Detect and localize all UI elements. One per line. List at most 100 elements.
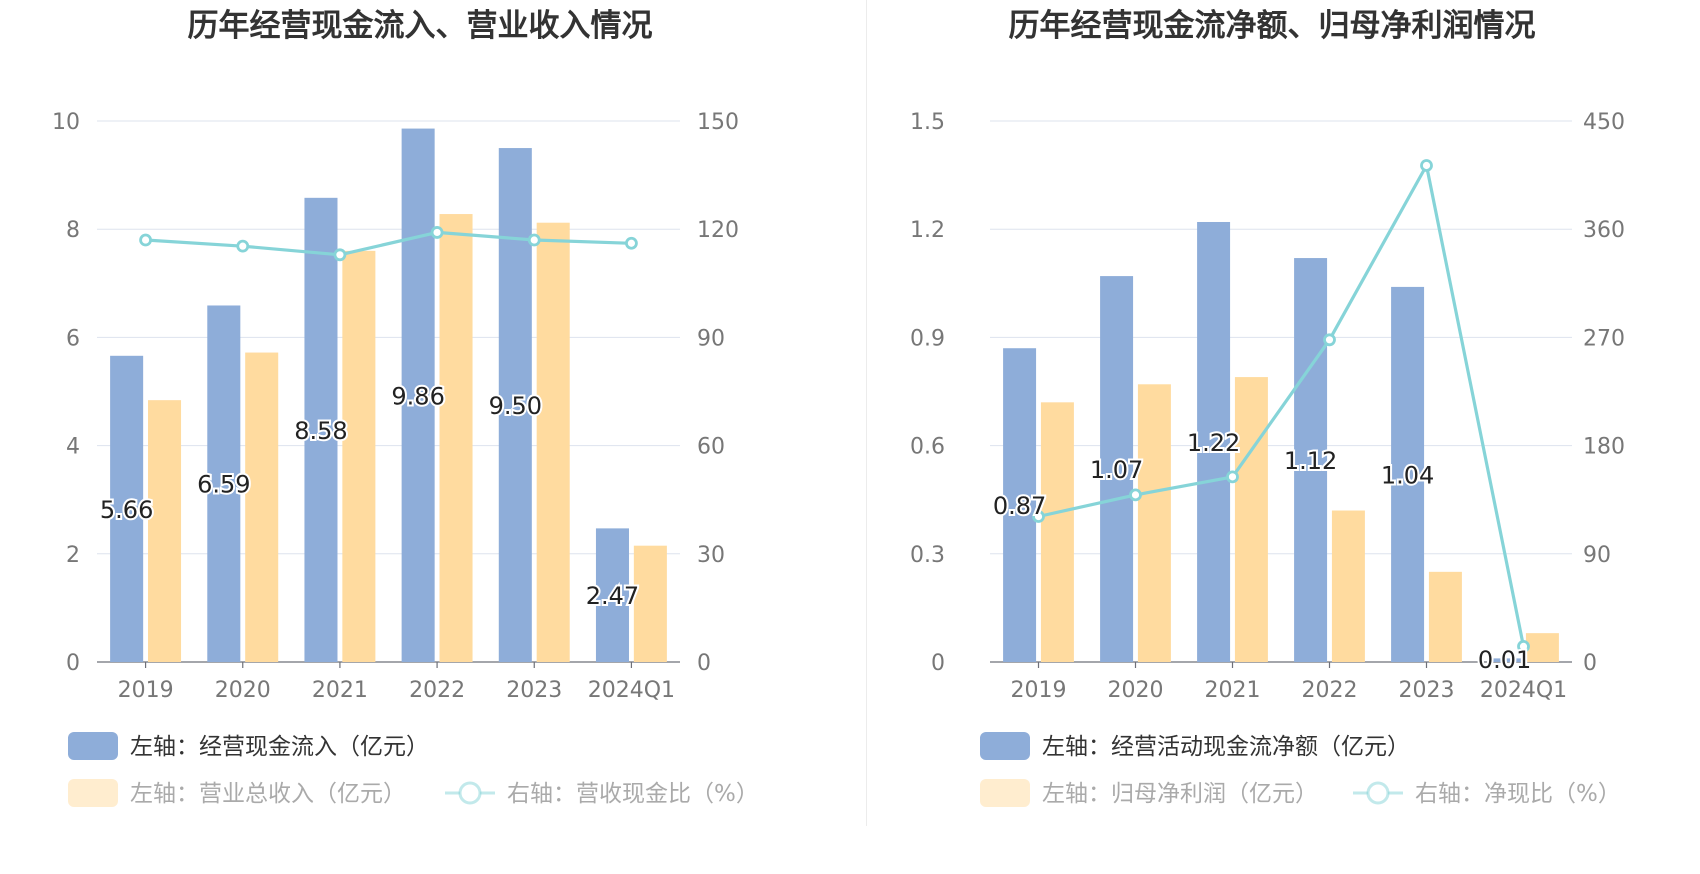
- legend-swatch-bar: [68, 779, 118, 807]
- x-axis-label: 2022: [409, 678, 465, 703]
- left-axis-tick-label: 0: [931, 651, 945, 676]
- line-point: [333, 248, 347, 262]
- bar-series-2: [1234, 377, 1268, 662]
- bar-series-2: [1137, 384, 1171, 662]
- legend-swatch-marker: [458, 781, 482, 805]
- line-point: [139, 233, 152, 247]
- bar-data-label: 2.47: [586, 582, 639, 610]
- line-series: [1038, 163, 1526, 647]
- bar-series-1: [595, 528, 629, 662]
- right-axis-tick-label: 120: [697, 218, 739, 243]
- x-axis-label: 2021: [312, 678, 368, 703]
- line-point: [430, 226, 444, 239]
- bar-series-2: [148, 400, 182, 662]
- bar-data-label: 0.01: [1478, 646, 1531, 674]
- left-axis-tick-label: 0: [66, 651, 80, 676]
- line-point: [236, 239, 250, 253]
- x-axis-label: 2023: [1399, 678, 1455, 703]
- chart-title: 历年经营现金流入、营业收入情况: [188, 8, 653, 44]
- bar-data-label: 5.66: [100, 496, 153, 524]
- legend-label: 右轴：净现比（%）: [1415, 781, 1621, 807]
- line-point: [1420, 159, 1433, 172]
- line-point: [527, 233, 541, 247]
- right-axis-tick-label: 150: [697, 110, 739, 135]
- bar-series-2: [1525, 633, 1559, 662]
- line-point: [625, 236, 638, 250]
- bar-series-2: [1040, 402, 1074, 662]
- bar-series-1: [1391, 286, 1425, 662]
- bar-series-2: [633, 545, 667, 662]
- right-axis-tick-label: 60: [697, 435, 725, 460]
- bar-data-label: 1.07: [1090, 456, 1143, 484]
- bar-data-label: 9.86: [391, 382, 444, 410]
- x-axis-label: 2019: [1011, 678, 1067, 703]
- legend-swatch-bar: [980, 779, 1030, 807]
- right-axis-tick-label: 90: [1583, 543, 1611, 568]
- right-axis-tick-label: 0: [1583, 651, 1597, 676]
- bar-series-2: [536, 222, 570, 662]
- legend-label: 左轴：营业总收入（亿元）: [130, 781, 406, 807]
- left-axis-tick-label: 8: [66, 218, 80, 243]
- right-axis-tick-label: 30: [697, 543, 725, 568]
- line-point: [1032, 510, 1045, 523]
- x-axis-label: 2024Q1: [1480, 678, 1567, 703]
- x-axis-label: 2020: [1108, 678, 1164, 703]
- bar-series-1: [304, 197, 338, 662]
- bar-series-2: [245, 352, 279, 662]
- line-point: [1323, 333, 1336, 347]
- bar-data-label: 6.59: [197, 471, 250, 499]
- bar-data-label: 1.12: [1284, 447, 1337, 475]
- line-point: [1129, 488, 1142, 502]
- right-axis-tick-label: 90: [697, 326, 725, 351]
- bar-series-2: [1428, 571, 1462, 662]
- bar-series-1: [401, 128, 435, 663]
- chart-title: 历年经营现金流净额、归母净利润情况: [1009, 8, 1536, 44]
- left-axis-tick-label: 2: [66, 543, 80, 568]
- right-axis-tick-label: 0: [697, 651, 711, 676]
- legend-swatch-bar: [68, 732, 118, 760]
- x-axis-label: 2024Q1: [588, 678, 675, 703]
- bar-series-2: [1331, 510, 1365, 662]
- bar-series-1: [1003, 348, 1037, 662]
- right-axis-tick-label: 360: [1583, 218, 1625, 243]
- chart-net-cashflow-profit: 历年经营现金流净额、归母净利润情况 0 0 0.3 90 0.6 180 0.9 270 1.2 3…: [910, 8, 1625, 807]
- x-axis-label: 2020: [215, 678, 271, 703]
- left-axis-tick-label: 0.9: [910, 326, 945, 351]
- bar-series-1: [1488, 658, 1522, 662]
- bar-series-1: [1100, 276, 1134, 662]
- right-axis-tick-label: 450: [1583, 110, 1625, 135]
- bar-data-label: 8.58: [294, 417, 347, 445]
- left-axis-tick-label: 1.2: [910, 218, 945, 243]
- legend-label: 右轴：营收现金比（%）: [507, 781, 759, 807]
- left-axis-tick-label: 6: [66, 326, 80, 351]
- bar-data-label: 1.22: [1187, 429, 1240, 457]
- legend-swatch-marker: [1366, 781, 1390, 805]
- left-axis-tick-label: 10: [52, 110, 80, 135]
- line-point: [1517, 639, 1530, 653]
- bar-series-2: [439, 214, 473, 662]
- line-series: [145, 230, 632, 257]
- bar-data-label: 1.04: [1381, 461, 1434, 489]
- x-axis-label: 2023: [506, 678, 562, 703]
- right-axis-tick-label: 180: [1583, 435, 1625, 460]
- right-axis-tick-label: 270: [1583, 326, 1625, 351]
- legend-label: 左轴：经营活动现金流净额（亿元）: [1042, 734, 1410, 760]
- x-axis-label: 2019: [118, 678, 174, 703]
- bar-series-1: [110, 355, 144, 662]
- legend-label: 左轴：归母净利润（亿元）: [1042, 781, 1318, 807]
- line-point: [1226, 470, 1239, 484]
- x-axis-label: 2021: [1205, 678, 1261, 703]
- bar-series-1: [207, 305, 241, 662]
- x-axis-label: 2022: [1302, 678, 1358, 703]
- left-axis-tick-label: 4: [66, 435, 80, 460]
- bar-series-1: [1294, 258, 1328, 662]
- bar-data-label: 0.87: [993, 492, 1046, 520]
- bar-series-1: [498, 148, 532, 663]
- bar-series-2: [342, 250, 376, 662]
- chart-cash-inflow-revenue: 历年经营现金流入、营业收入情况 0 0 2 30 4 60 6 90 8 120 10 150 2019 2…: [52, 8, 759, 807]
- panel-divider: [866, 0, 867, 826]
- bar-data-label: 9.50: [489, 392, 542, 420]
- bar-series-1: [1197, 221, 1231, 662]
- legend-swatch-bar: [980, 732, 1030, 760]
